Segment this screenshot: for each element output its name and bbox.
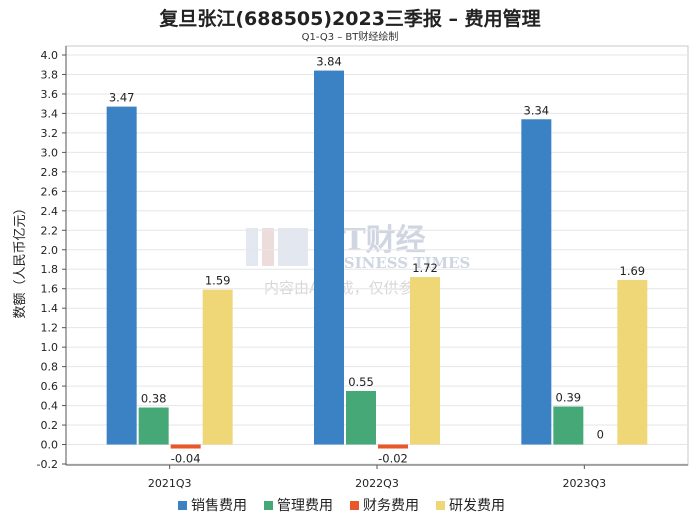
x-tick-label: 2023Q3 — [563, 477, 607, 490]
y-tick-label: 3.6 — [41, 88, 59, 101]
y-tick-label: 3.4 — [41, 107, 59, 120]
bar-财务费用-2021Q3 — [170, 444, 201, 449]
y-tick-label: 1.6 — [41, 283, 59, 296]
data-label: 0.38 — [141, 392, 167, 406]
legend-label: 管理费用 — [277, 498, 333, 514]
legend-label: 销售费用 — [191, 498, 247, 514]
y-tick-label: 0.0 — [41, 439, 59, 452]
data-label: 1.72 — [412, 261, 438, 275]
data-labels: 3.47 0.38 -0.04 1.59 3.84 0.55 -0.02 1.72 3.34 0.… — [109, 55, 645, 466]
y-tick-label: -0.2 — [37, 458, 58, 471]
y-tick-label: 1.8 — [41, 263, 59, 276]
bars — [106, 70, 648, 449]
bar-销售费用-2023Q3 — [521, 119, 552, 445]
watermark-note: 内容由AI生成，仅供参考 — [264, 279, 429, 297]
legend-swatch — [264, 501, 273, 510]
y-tick-label: 3.2 — [41, 127, 59, 140]
bar-财务费用-2022Q3 — [378, 444, 408, 449]
data-label: 3.47 — [109, 91, 135, 105]
y-tick-label: 1.2 — [41, 322, 59, 335]
chart-title: 复旦张江(688505)2023三季报 – 费用管理 — [159, 8, 541, 30]
watermark-brand-en: BUSINESS TIMES — [318, 254, 470, 272]
bar-管理费用-2022Q3 — [346, 390, 376, 445]
bar-管理费用-2021Q3 — [138, 407, 169, 445]
y-tick-label: 2.8 — [41, 166, 59, 179]
bar-销售费用-2022Q3 — [314, 70, 344, 445]
y-tick-label: 1.0 — [41, 341, 59, 354]
axes: -0.2 0.0 0.2 0.4 0.6 0.8 1.0 1.2 1.4 1.6 1.8 2.0 2.2… — [37, 46, 688, 490]
legend-label: 研发费用 — [449, 498, 505, 514]
legend: 销售费用 管理费用 财务费用 研发费用 — [178, 498, 505, 514]
watermark: BT财经 BUSINESS TIMES 内容由AI生成，仅供参考 — [246, 223, 470, 297]
data-label: 0 — [597, 428, 604, 442]
bar-销售费用-2021Q3 — [106, 106, 137, 445]
data-label: 1.69 — [620, 264, 646, 278]
y-tick-label: 0.8 — [41, 361, 59, 374]
y-tick-label: 0.4 — [41, 400, 59, 413]
y-tick-label: 2.0 — [41, 244, 59, 257]
data-label: 3.84 — [316, 55, 342, 69]
y-tick-label: 2.6 — [41, 185, 59, 198]
watermark-logo-block-2 — [262, 228, 274, 266]
legend-swatch — [436, 501, 445, 510]
y-axis-label: 数额（人民币亿元） — [13, 201, 28, 318]
y-tick-label: 4.0 — [41, 49, 59, 62]
bar-研发费用-2021Q3 — [202, 289, 233, 445]
x-tick-label: 2021Q3 — [148, 477, 192, 490]
data-label: 1.59 — [205, 274, 231, 288]
watermark-logo-block-3 — [278, 228, 308, 266]
bar-研发费用-2023Q3 — [617, 279, 648, 445]
y-tick-label: 0.2 — [41, 419, 59, 432]
data-label: 3.34 — [524, 103, 550, 117]
y-tick-label: 2.2 — [41, 224, 59, 237]
y-tick-label: 3.8 — [41, 68, 59, 81]
bar-研发费用-2022Q3 — [410, 277, 440, 445]
data-label: 0.55 — [348, 375, 374, 389]
data-label: 0.39 — [556, 391, 582, 405]
chart-subtitle: Q1-Q3 – BT财经绘制 — [301, 32, 399, 43]
bar-管理费用-2023Q3 — [553, 406, 584, 445]
y-tick-label: 0.6 — [41, 380, 59, 393]
watermark-logo-block-1 — [246, 228, 258, 266]
data-label: -0.04 — [171, 452, 201, 466]
legend-swatch — [178, 501, 187, 510]
y-tick-label: 1.4 — [41, 302, 59, 315]
y-tick-label: 3.0 — [41, 146, 59, 159]
grid — [65, 45, 689, 466]
x-tick-label: 2022Q3 — [355, 477, 399, 490]
y-tick-label: 2.4 — [41, 205, 59, 218]
legend-swatch — [350, 501, 359, 510]
legend-label: 财务费用 — [363, 498, 419, 514]
data-label: -0.02 — [378, 452, 408, 466]
